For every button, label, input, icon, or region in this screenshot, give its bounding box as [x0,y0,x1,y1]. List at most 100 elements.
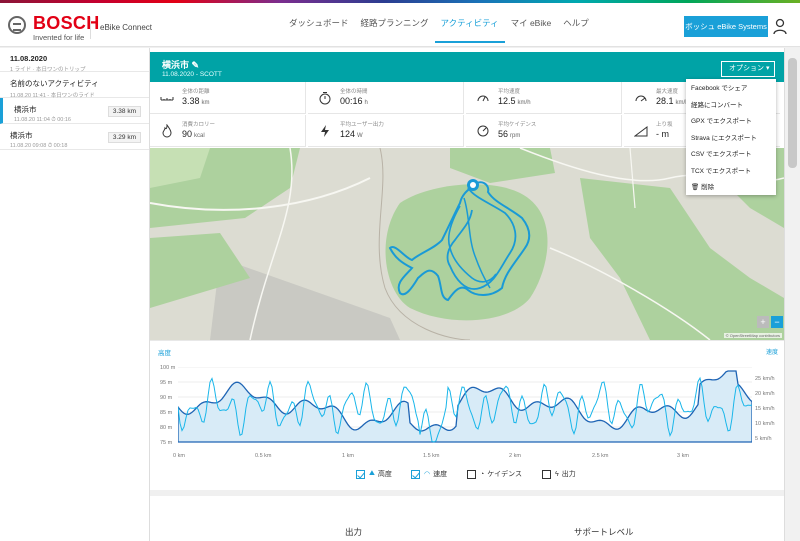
stats-grid: 全体の距離 3.38 km 全体の時間 00:16 h 平均速度 12.5 km/h … [150,82,784,148]
scrollbar-thumb[interactable] [788,58,797,168]
trip-date: 11.08.2020 [10,54,48,63]
menu-delete[interactable]: 🗑 削除 [686,180,776,197]
lightning-icon: ϟ [555,470,559,478]
stopwatch-icon [319,92,331,105]
menu-convert-route[interactable]: 経路にコンバート [691,101,743,109]
speed-series [178,376,752,443]
trip-distance-badge: 3.29 km [107,132,141,143]
lower-section: 出力 サポートレベル [150,490,784,541]
menu-export-tcx[interactable]: TCX でエクスポート [691,167,752,175]
x-axis-label: 3 km [677,453,689,459]
menu-export-gpx[interactable]: GPX でエクスポート [691,118,752,125]
y-axis-right-label: 15 km/h [755,406,775,412]
activity-sidebar: 11.08.2020 1 ライド · 本日ワンのトリップ 名前のないアクティビテ… [0,48,150,541]
bosch-logo-icon [8,16,26,34]
menu-delete-label: 削除 [701,184,715,191]
legend-speed[interactable]: ◠ 速度 [411,469,447,479]
y-axis-label: 100 m [160,365,176,371]
top-header: BOSCH Invented for life eBike Connect [0,3,800,47]
ebike-systems-button[interactable]: ボッシュ eBike Systems [684,16,768,37]
trash-icon: 🗑 [691,184,700,191]
stat-value: 00:16 h [340,96,368,106]
legend-power[interactable]: ϟ 出力 [542,469,576,479]
stat-value: 56 rpm [498,129,521,139]
options-button[interactable]: オプション ▾ [721,61,775,77]
activity-title-bar: 横浜市 ✎ 11.08.2020 - SCOTT オプション ▾ [150,52,784,82]
zoom-in-button[interactable]: + [757,316,769,328]
stat-time: 全体の時間 00:16 h [308,82,464,114]
x-axis-label: 1.5 km [423,453,440,459]
trip-title: 名前のないアクティビティ [10,79,99,88]
checkbox[interactable] [467,469,476,479]
trip-distance-badge: 3.38 km [107,106,141,117]
legend-label: 高度 [377,471,392,478]
legend-label: ケイデンス [487,471,522,478]
y-axis-label: 75 m [160,440,173,446]
trip-title: 横浜市 [14,105,37,114]
zoom-out-button[interactable]: − [771,316,783,328]
y-axis-label: 85 m [160,410,173,416]
list-item[interactable]: 名前のないアクティビティ 11.08.20 11:41 - 本日ワンのライド [0,72,149,99]
checkbox[interactable] [356,469,365,479]
edit-pencil-icon[interactable]: ✎ [191,60,200,70]
stat-label: 消費カロリー [182,122,216,128]
list-item[interactable]: 11.08.2020 1 ライド · 本日ワンのトリップ [0,48,149,73]
user-icon[interactable] [773,18,787,35]
nav-dashboard[interactable]: ダッシュボード [289,18,349,28]
elevation-chart: 高度 速度 100 m 95 m 90 m 85 m 80 m 75 m 25 … [150,340,784,490]
chevron-down-icon: ▾ [765,65,770,72]
activity-title[interactable]: 横浜市 ✎ [162,60,200,70]
activity-subtitle: 11.08.2020 - SCOTT [162,71,222,78]
app-name: eBike Connect [100,23,153,32]
stat-value: 3.38 km [182,96,210,106]
page-scrollbar[interactable] [784,48,800,541]
stat-label: 上り坂 [656,122,673,128]
x-axis-label: 2.5 km [592,453,609,459]
y-axis-label: 80 m [160,425,173,431]
nav-help[interactable]: ヘルプ [563,18,589,28]
trip-subtitle: 11.08.20 11:04 ⏱ 00:16 [14,117,71,123]
route-map[interactable]: + − © OpenStreetMap contributors [150,148,784,340]
list-item[interactable]: 横浜市 11.08.20 11:04 ⏱ 00:16 3.38 km [0,98,149,124]
nav-route-planning[interactable]: 経路プランニング [360,18,429,28]
stat-value: 124 W [340,129,363,139]
stat-label: 平均ケイデンス [498,122,537,128]
y-axis-label: 95 m [160,380,173,386]
trip-subtitle: 1 ライド · 本日ワンのトリップ [10,67,86,73]
stat-value: - m [656,129,669,139]
stat-calories: 消費カロリー 90 kcal [150,115,306,147]
stat-label: 全体の距離 [182,89,210,95]
brand-name: BOSCH [33,13,100,33]
nav-activities[interactable]: アクティビティ [434,3,505,43]
checkbox[interactable] [411,469,420,479]
legend-label: 出力 [561,471,576,478]
mountain-icon: ⛰ [369,470,375,477]
elevation-title: 高度 [158,350,171,357]
map-attribution[interactable]: © OpenStreetMap contributors [723,333,782,338]
menu-export-strava[interactable]: Strava にエクスポート [691,134,757,142]
nav-my-ebike[interactable]: マイ eBike [510,18,552,28]
stat-label: 全体の時間 [340,89,368,95]
x-axis-label: 0.5 km [255,453,272,459]
divider [90,17,91,39]
stat-avg-speed: 平均速度 12.5 km/h [466,82,622,114]
legend-elevation[interactable]: ⛰ 高度 [356,469,392,479]
trip-title: 横浜市 [10,131,33,140]
stat-distance: 全体の距離 3.38 km [150,82,306,114]
menu-export-csv[interactable]: CSV でエクスポート [691,151,752,158]
checkbox[interactable] [542,469,551,479]
map-canvas [150,148,784,340]
output-heading: 出力 [345,527,363,537]
menu-share-facebook[interactable]: Facebook でシェア [691,85,748,92]
stat-avg-power: 平均ユーザー出力 124 W [308,115,464,147]
stats-card: 出力 サポートレベル [150,490,784,541]
trip-subtitle: 11.08.20 11:41 - 本日ワンのライド [10,93,95,99]
speedometer-icon [477,95,489,102]
legend-cadence[interactable]: ◔ ケイデンス [467,469,522,479]
x-axis-label: 2 km [509,453,521,459]
stat-value: 90 kcal [182,129,205,139]
list-item[interactable]: 横浜市 11.08.20 09:08 ⏱ 00:18 3.29 km [0,124,149,150]
x-axis-label: 1 km [342,453,354,459]
stat-value: 28.1 km/h [656,96,689,106]
options-dropdown: Facebook でシェア 経路にコンバート GPX でエクスポート Strav… [686,79,776,195]
